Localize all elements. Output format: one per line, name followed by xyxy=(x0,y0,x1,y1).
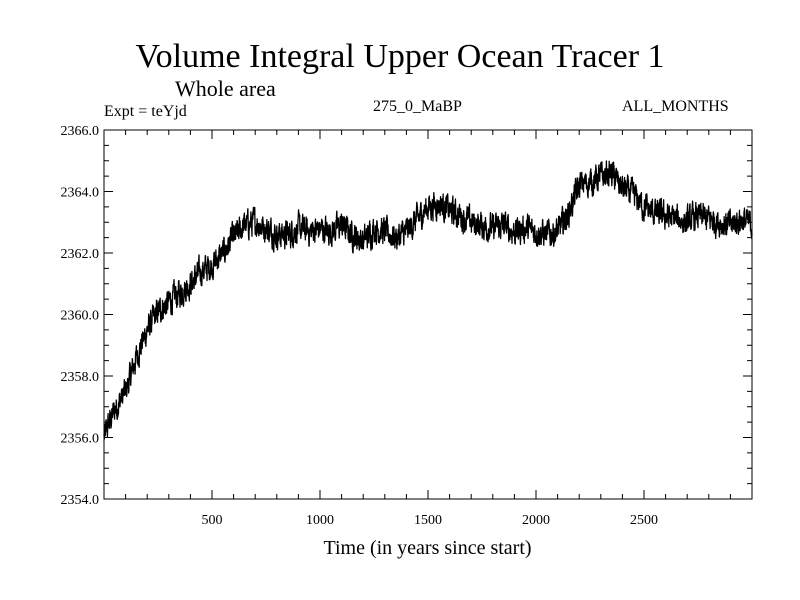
y-tick-label: 2362.0 xyxy=(61,247,100,262)
x-axis-ticks: 500 1000 1500 2000 2500 xyxy=(125,130,731,528)
y-tick-label: 2354.0 xyxy=(61,493,100,508)
y-tick-label: 2358.0 xyxy=(61,370,100,385)
months-label: ALL_MONTHS xyxy=(622,98,729,115)
y-axis-ticks: 2354.0 2356.0 2358.0 2360.0 2362.0 2364.0 2366… xyxy=(61,124,752,508)
x-tick-label: 2000 xyxy=(522,513,550,528)
chart-title: Volume Integral Upper Ocean Tracer 1 xyxy=(135,38,665,75)
experiment-label: Expt = teYjd xyxy=(104,103,187,120)
y-tick-label: 2364.0 xyxy=(61,186,100,201)
x-tick-label: 500 xyxy=(202,513,223,528)
x-tick-label: 1000 xyxy=(306,513,334,528)
y-tick-label: 2356.0 xyxy=(61,432,100,447)
chart-subtitle: Whole area xyxy=(175,76,276,101)
series-group xyxy=(103,160,753,440)
period-label: 275_0_MaBP xyxy=(373,98,462,115)
x-tick-label: 2500 xyxy=(630,513,658,528)
plot-frame xyxy=(103,129,753,500)
y-tick-label: 2366.0 xyxy=(61,124,100,139)
series-line xyxy=(103,160,753,440)
x-axis-label: Time (in years since start) xyxy=(323,537,532,559)
y-tick-label: 2360.0 xyxy=(61,309,100,324)
x-tick-label: 1500 xyxy=(414,513,442,528)
